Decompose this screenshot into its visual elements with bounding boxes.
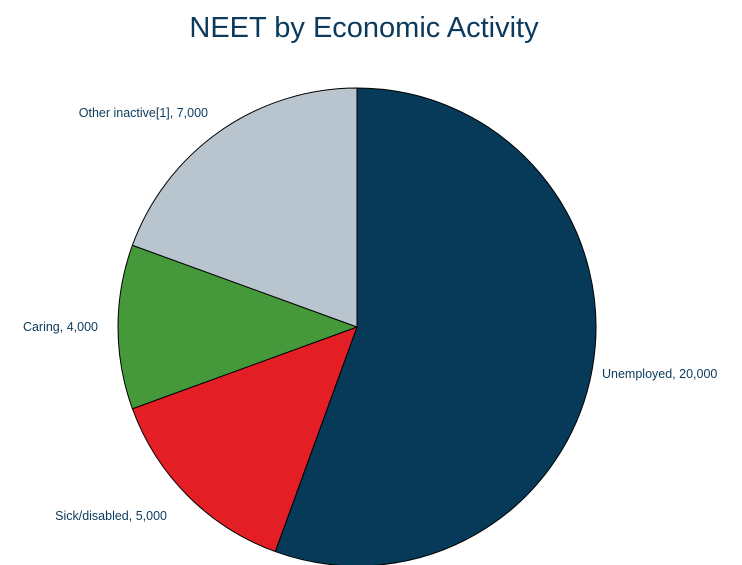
- slice-label-other-inactive-1: Other inactive[1], 7,000: [79, 106, 208, 120]
- pie-slice-labels: Unemployed, 20,000 Sick/disabled, 5,000 Ca…: [23, 106, 717, 523]
- chart-title: NEET by Economic Activity: [189, 12, 539, 44]
- pie-slice-other-inactive-1: [131, 87, 358, 328]
- pie-slice-unemployed: [274, 87, 597, 565]
- slice-label-sick-disabled: Sick/disabled, 5,000: [55, 509, 167, 523]
- pie-slice-caring: [117, 244, 359, 410]
- pie-slices: [117, 87, 597, 565]
- slice-label-caring: Caring, 4,000: [23, 320, 98, 334]
- slice-label-unemployed: Unemployed, 20,000: [602, 367, 717, 381]
- pie-slice-sick-disabled: [131, 326, 358, 553]
